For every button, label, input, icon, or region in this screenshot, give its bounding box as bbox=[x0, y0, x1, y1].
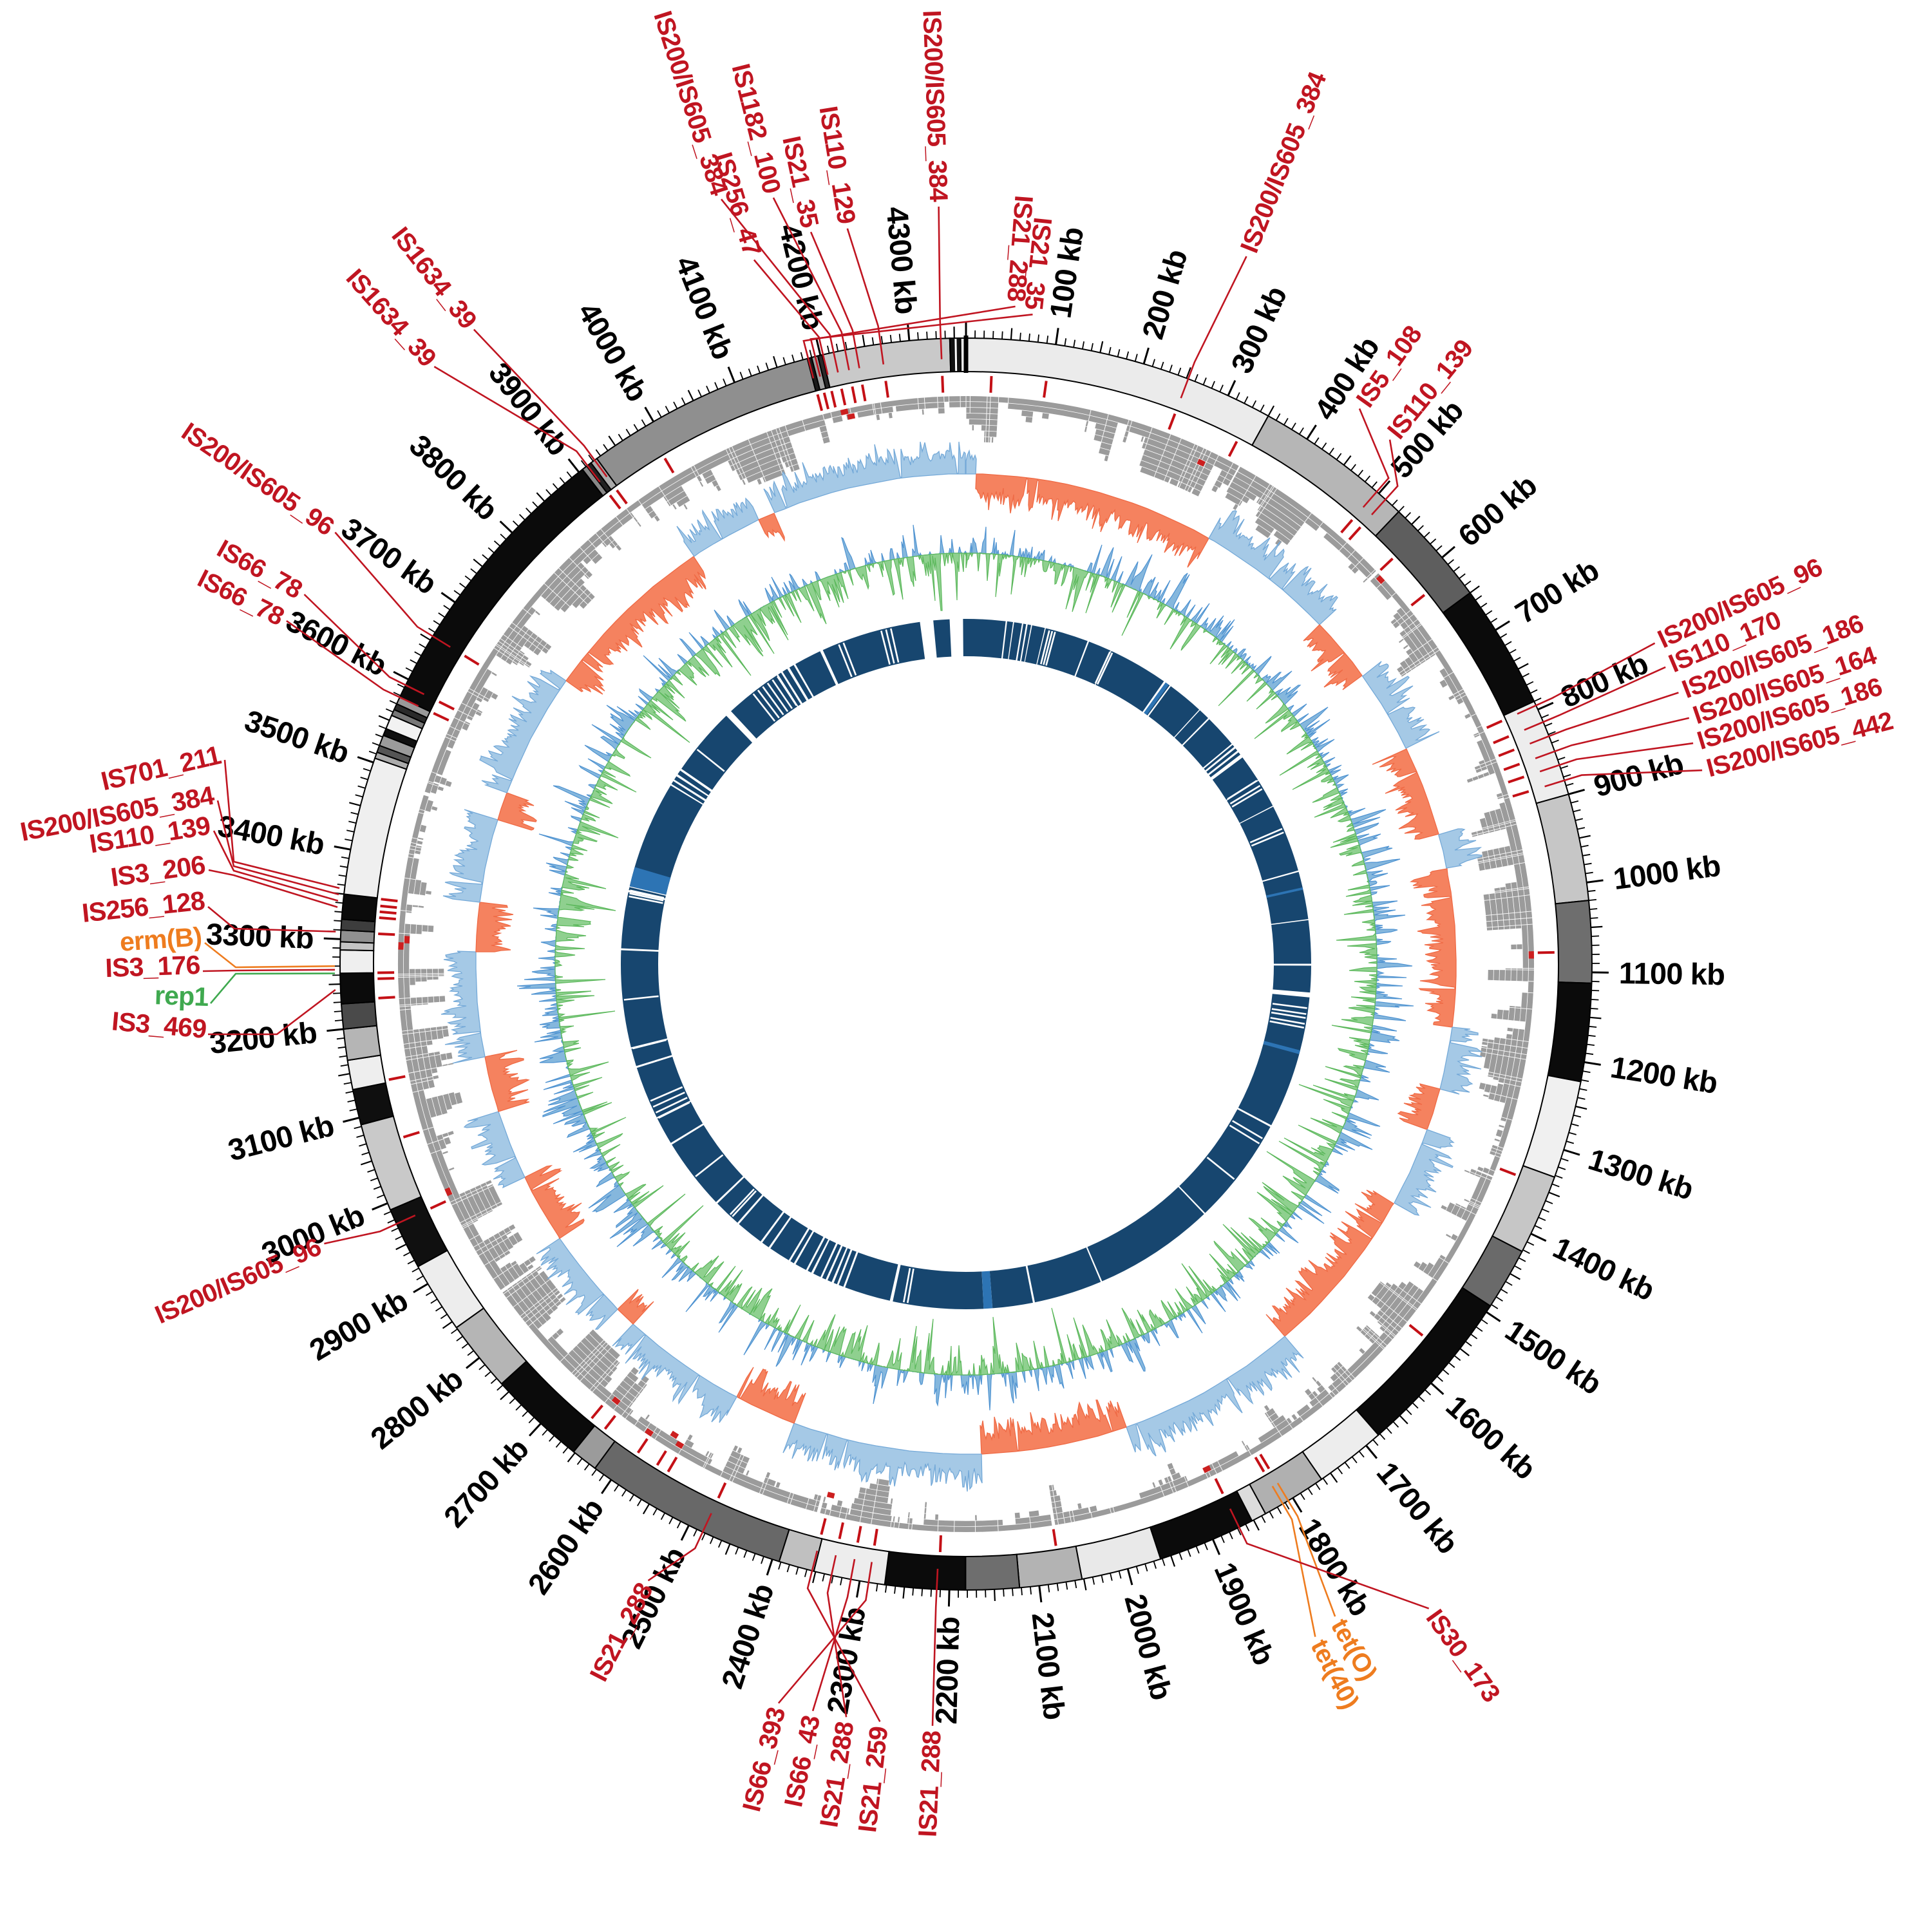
svg-text:rep1: rep1 bbox=[154, 980, 209, 1012]
svg-text:erm(B): erm(B) bbox=[118, 922, 202, 957]
svg-text:1100 kb: 1100 kb bbox=[1619, 956, 1725, 991]
svg-text:IS3_176: IS3_176 bbox=[105, 950, 201, 983]
svg-text:IS21_288: IS21_288 bbox=[914, 1730, 947, 1837]
svg-text:IS200/IS605_384: IS200/IS605_384 bbox=[917, 10, 952, 203]
svg-text:3300 kb: 3300 kb bbox=[205, 916, 314, 955]
